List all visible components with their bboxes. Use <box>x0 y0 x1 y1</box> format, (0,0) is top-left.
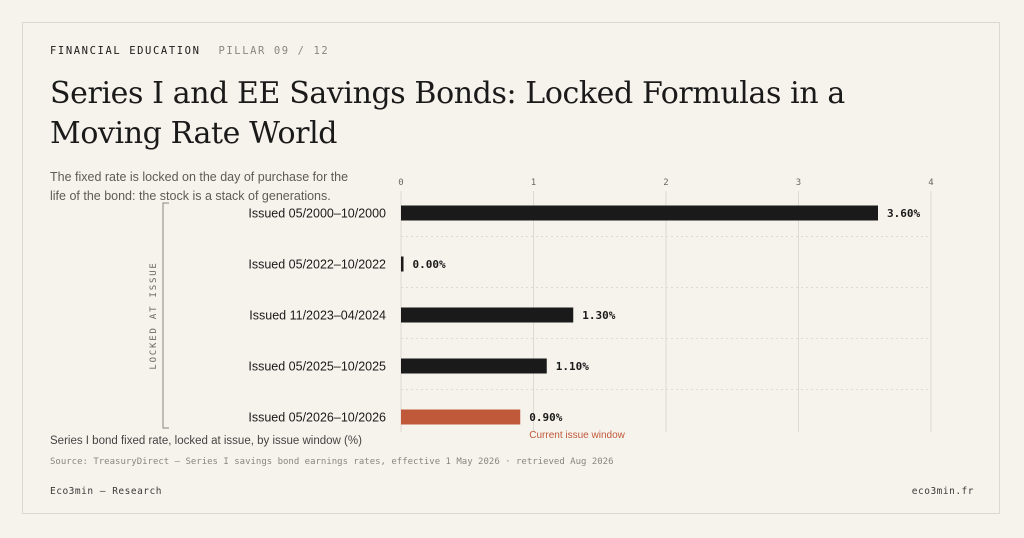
value-label: 0.90% <box>529 411 562 424</box>
chart-caption: Series I bond fixed rate, locked at issu… <box>50 435 362 447</box>
kicker: FINANCIAL EDUCATION PILLAR 09 / 12 <box>50 45 329 57</box>
kicker-category: FINANCIAL EDUCATION <box>50 45 201 57</box>
category-label: Issued 05/2025–10/2025 <box>248 360 386 374</box>
bracket-label: LOCKED AT ISSUE <box>149 261 159 369</box>
x-tick-label: 1 <box>531 178 536 188</box>
x-tick-label: 2 <box>663 178 668 188</box>
page-title: Series I and EE Savings Bonds: Locked Fo… <box>50 76 845 151</box>
bar <box>401 205 878 221</box>
highlight-annotation: Current issue window <box>529 430 625 441</box>
card-frame <box>22 22 1000 514</box>
footer-site: eco3min.fr <box>911 486 974 497</box>
x-tick-label: 4 <box>928 178 933 188</box>
value-label: 1.10% <box>556 360 589 373</box>
kicker-pillar: PILLAR 09 / 12 <box>218 45 330 57</box>
category-label: Issued 05/2000–10/2000 <box>248 207 386 221</box>
footer-brand: Eco3min — Research <box>50 486 162 497</box>
x-tick-label: 0 <box>398 178 403 188</box>
category-label: Issued 05/2026–10/2026 <box>248 411 386 425</box>
bar <box>401 409 521 425</box>
x-tick-label: 3 <box>796 178 801 188</box>
value-label: 1.30% <box>582 309 615 322</box>
category-label: Issued 11/2023–04/2024 <box>249 309 386 323</box>
bar <box>401 256 404 272</box>
lede-text: The fixed rate is locked on the day of p… <box>50 170 349 203</box>
bracket-line <box>162 202 169 429</box>
value-label: 3.60% <box>887 207 920 220</box>
category-label: Issued 05/2022–10/2022 <box>248 258 386 272</box>
bar <box>401 307 574 323</box>
source-note: Source: TreasuryDirect — Series I saving… <box>50 457 614 467</box>
bar <box>401 358 547 374</box>
value-label: 0.00% <box>413 258 446 271</box>
